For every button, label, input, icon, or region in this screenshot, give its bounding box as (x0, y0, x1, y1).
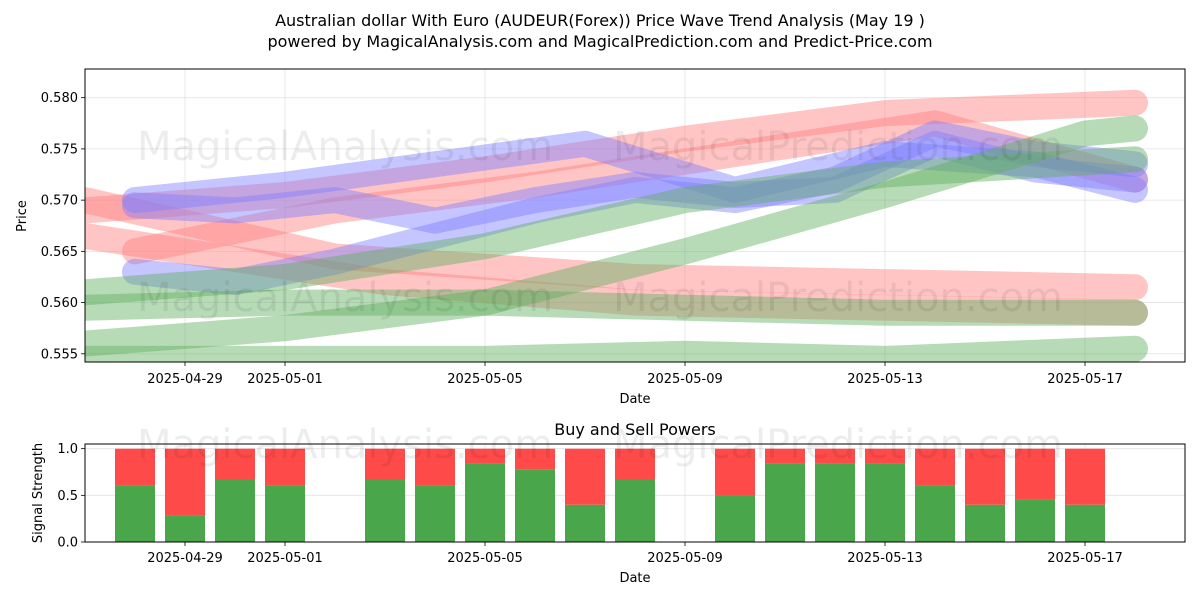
sell-bar-2025-05-17 (1065, 448, 1105, 505)
sell-bar-2025-04-29 (165, 448, 205, 516)
wave-band-red-1 (85, 223, 1148, 326)
signal-chart-axes: 2025-04-29 2025-05-01 2025-05-05 2025-05-09… (57, 442, 1122, 566)
sell-bar-2025-05-10 (715, 448, 755, 496)
price-y-tick-label-0: 0.555 (41, 347, 78, 362)
wave-band-red-3 (122, 110, 1148, 265)
buy-bar-2025-05-13 (865, 463, 905, 542)
signal-chart-title: Buy and Sell Powers (554, 420, 716, 439)
price-y-tick-label-3: 0.570 (41, 194, 78, 209)
buy-bar-2025-05-05 (465, 463, 505, 542)
watermark-bottom-left: MagicalAnalysis.com (137, 422, 553, 468)
price-x-tick-label-3: 2025-05-09 (647, 372, 723, 387)
wave-band-blue-6 (122, 130, 1148, 214)
sell-bar-2025-04-28 (115, 448, 155, 486)
price-chart-grid (85, 69, 1185, 362)
buy-bar-2025-05-10 (715, 495, 755, 542)
price-y-tick-label-4: 0.575 (41, 142, 78, 157)
price-y-tick-label-2: 0.565 (41, 245, 78, 260)
signal-x-tick-label-2: 2025-05-05 (447, 551, 523, 566)
watermark-top-left: MagicalAnalysis.com (137, 124, 553, 170)
sell-bar-2025-05-06 (515, 448, 555, 470)
buy-bar-2025-05-17 (1065, 504, 1105, 542)
price-y-tick-label-1: 0.560 (41, 296, 78, 311)
signal-chart-xlabel: Date (619, 571, 650, 586)
buy-bar-2025-05-07 (565, 504, 605, 542)
signal-y-tick-label-0: 0.0 (57, 536, 78, 551)
price-chart-frame (84, 68, 1186, 363)
price-chart-ylabel: Price (15, 200, 30, 232)
watermark-top-right: MagicalPrediction.com (613, 124, 1063, 170)
sell-bar-2025-05-12 (815, 448, 855, 464)
buy-bar-2025-04-29 (165, 515, 205, 542)
price-chart-xlabel: Date (619, 392, 650, 407)
sell-bar-2025-05-13 (865, 448, 905, 464)
sell-bar-2025-05-15 (965, 448, 1005, 505)
wave-band-green-7 (85, 115, 1148, 357)
price-chart-axes: 2025-04-29 2025-05-01 2025-05-05 2025-05-09… (41, 91, 1123, 387)
buy-bar-2025-05-03 (365, 479, 405, 542)
wave-band-green-8 (85, 289, 1148, 326)
chart-title-line-1: Australian dollar With Euro (AUDEUR(Fore… (275, 11, 925, 30)
price-x-tick-label-5: 2025-05-17 (1047, 372, 1123, 387)
sell-bar-2025-05-01 (265, 448, 305, 486)
signal-x-tick-label-0: 2025-04-29 (147, 551, 223, 566)
watermark-mid-right: MagicalPrediction.com (613, 275, 1063, 321)
buy-bar-2025-05-15 (965, 504, 1005, 542)
buy-bar-2025-05-04 (415, 485, 455, 542)
signal-chart-plot-area (115, 448, 1105, 542)
buy-bar-2025-05-12 (815, 463, 855, 542)
sell-bar-2025-05-05 (465, 448, 505, 464)
wave-band-red-0 (85, 187, 1148, 301)
sell-bar-2025-05-08 (615, 448, 655, 480)
price-y-tick-label-5: 0.580 (41, 91, 78, 106)
price-x-tick-label-1: 2025-05-01 (247, 372, 323, 387)
signal-x-tick-label-4: 2025-05-13 (847, 551, 923, 566)
signal-y-tick-label-1: 0.5 (57, 489, 78, 504)
signal-x-tick-label-5: 2025-05-17 (1047, 551, 1123, 566)
buy-bar-2025-05-11 (765, 463, 805, 542)
signal-chart-ylabel: Signal Strength (31, 443, 46, 543)
buy-bar-2025-05-08 (615, 479, 655, 542)
wave-band-blue-4 (122, 120, 1148, 296)
buy-bar-2025-05-14 (915, 485, 955, 542)
sell-bar-2025-05-07 (565, 448, 605, 505)
signal-chart-frame (84, 443, 1186, 543)
sell-bar-2025-05-03 (365, 448, 405, 480)
buy-bar-2025-05-01 (265, 485, 305, 542)
sell-bar-2025-04-30 (215, 448, 255, 480)
buy-bar-2025-05-16 (1015, 499, 1055, 542)
sell-bar-2025-05-16 (1015, 448, 1055, 500)
buy-bar-2025-04-30 (215, 479, 255, 542)
sell-bar-2025-05-11 (765, 448, 805, 464)
price-chart-plot-area (85, 89, 1148, 362)
wave-band-green-10 (85, 335, 1148, 362)
signal-y-tick-label-2: 1.0 (57, 442, 78, 457)
wave-band-green-9 (85, 146, 1148, 306)
price-x-tick-label-0: 2025-04-29 (147, 372, 223, 387)
sell-bar-2025-05-14 (915, 448, 955, 486)
signal-x-tick-label-3: 2025-05-09 (647, 551, 723, 566)
watermark-bottom-right: MagicalPrediction.com (613, 422, 1063, 468)
wave-band-red-2 (85, 89, 1148, 224)
buy-bar-2025-04-28 (115, 485, 155, 542)
price-x-tick-label-2: 2025-05-05 (447, 372, 523, 387)
buy-bar-2025-05-06 (515, 469, 555, 542)
signal-x-tick-label-1: 2025-05-01 (247, 551, 323, 566)
price-x-tick-label-4: 2025-05-13 (847, 372, 923, 387)
chart-title-line-2: powered by MagicalAnalysis.com and Magic… (267, 32, 932, 51)
watermark-mid-left: MagicalAnalysis.com (137, 275, 553, 321)
wave-band-blue-5 (122, 130, 1148, 234)
sell-bar-2025-05-04 (415, 448, 455, 486)
